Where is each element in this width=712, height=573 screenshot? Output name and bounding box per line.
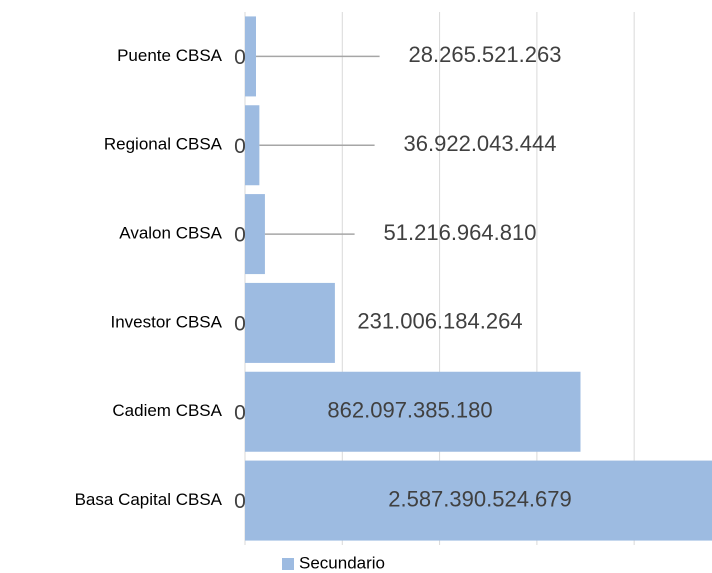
value-label: 0 [234,401,246,424]
category-label: Avalon CBSA [119,224,222,243]
category-label: Cadiem CBSA [112,401,222,420]
value-label: 28.265.521.263 [409,42,562,67]
value-label: 231.006.184.264 [357,309,522,334]
bar [245,16,256,97]
legend-swatch [282,558,294,570]
value-label: 0 [234,490,246,513]
value-label: 2.587.390.524.679 [388,486,572,511]
category-label: Basa Capital CBSA [75,490,223,509]
bar [245,460,712,541]
value-label: 36.922.043.444 [404,131,557,156]
value-label: 0 [234,224,246,247]
category-label: Puente CBSA [117,46,223,65]
category-label: Regional CBSA [104,135,223,154]
category-label: Investor CBSA [111,312,223,331]
value-label: 51.216.964.810 [384,220,537,245]
value-label: 862.097.385.180 [327,398,492,423]
bar [245,194,265,275]
bar [245,282,335,363]
legend-label: Secundario [299,553,385,572]
bar [245,105,260,186]
value-label: 0 [234,312,246,335]
bar [245,371,581,452]
value-label: 0 [234,46,246,69]
value-label: 0 [234,135,246,158]
